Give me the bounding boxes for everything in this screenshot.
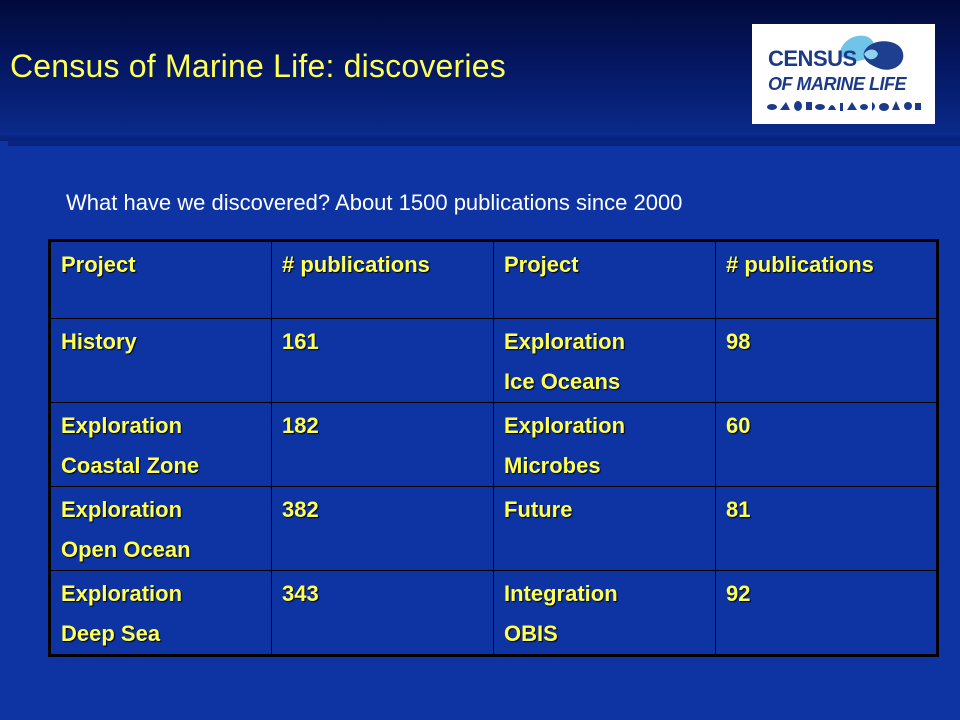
count-cell: 60	[715, 402, 938, 487]
project-subname: Open Ocean	[61, 537, 191, 562]
logo-line1: CENSUS	[768, 46, 857, 71]
project-name: History	[61, 329, 137, 354]
project-subname: Ice Oceans	[504, 369, 621, 394]
project-name: Exploration	[61, 581, 183, 606]
marine-creatures-icon	[767, 101, 921, 111]
project-cell: Exploration Deep Sea	[49, 570, 272, 656]
project-cell: Exploration Coastal Zone	[49, 402, 272, 487]
count-cell: 182	[271, 402, 494, 487]
project-cell: Integration OBIS	[493, 570, 716, 656]
table-header-row: Project # publications Project # publica…	[49, 240, 938, 319]
table-row: History 161 Exploration Ice Oceans 98	[49, 318, 938, 403]
count-cell: 98	[715, 318, 938, 403]
count-cell: 343	[271, 570, 494, 656]
count-cell: 382	[271, 486, 494, 571]
table-row: Exploration Open Ocean 382 Future 81	[49, 486, 938, 571]
project-name: Exploration	[504, 329, 626, 354]
column-header: Project	[493, 240, 716, 319]
publications-table: Project # publications Project # publica…	[48, 239, 939, 657]
count-cell: 161	[271, 318, 494, 403]
project-cell: History	[49, 318, 272, 403]
project-subname: Microbes	[504, 453, 601, 478]
count-cell: 92	[715, 570, 938, 656]
column-header: # publications	[715, 240, 938, 319]
header-divider-shadow	[8, 140, 960, 146]
column-header: # publications	[271, 240, 494, 319]
project-name: Exploration	[61, 497, 183, 522]
count-cell: 81	[715, 486, 938, 571]
project-name: Exploration	[61, 413, 183, 438]
slide-title: Census of Marine Life: discoveries	[10, 48, 506, 84]
project-subname: OBIS	[504, 621, 558, 646]
project-cell: Future	[493, 486, 716, 571]
logo-line2: OF MARINE LIFE	[768, 74, 907, 94]
project-cell: Exploration Microbes	[493, 402, 716, 487]
census-of-marine-life-logo: CENSUS OF MARINE LIFE	[752, 24, 935, 124]
project-name: Exploration	[504, 413, 626, 438]
project-subname: Coastal Zone	[61, 453, 200, 478]
project-name: Integration	[504, 581, 618, 606]
column-header: Project	[49, 240, 272, 319]
slide-subtitle: What have we discovered? About 1500 publ…	[66, 190, 683, 215]
project-name: Future	[504, 497, 573, 522]
project-cell: Exploration Ice Oceans	[493, 318, 716, 403]
project-subname: Deep Sea	[61, 621, 161, 646]
table-row: Exploration Coastal Zone 182 Exploration…	[49, 402, 938, 487]
header-divider	[0, 133, 960, 141]
table-row: Exploration Deep Sea 343 Integration OBI…	[49, 570, 938, 656]
project-cell: Exploration Open Ocean	[49, 486, 272, 571]
